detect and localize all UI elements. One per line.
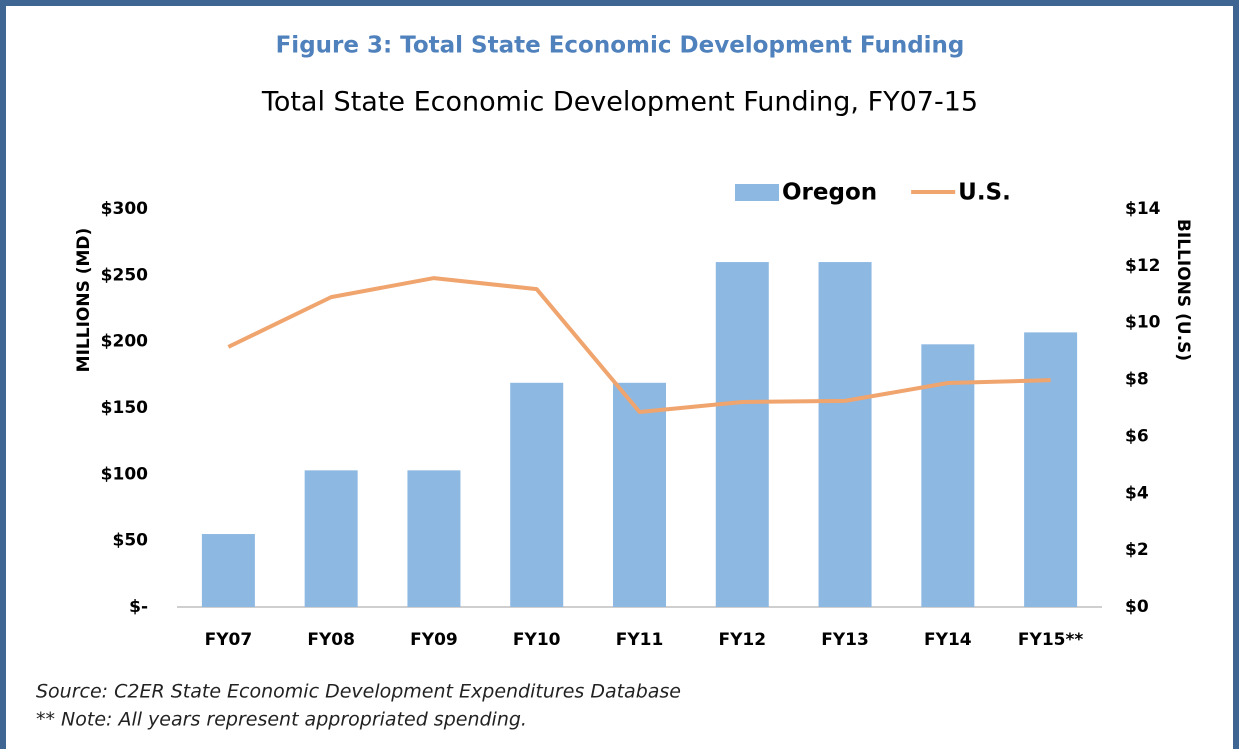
y2-tick-label: $6 bbox=[1125, 426, 1149, 446]
x-tick-label: FY14 bbox=[924, 630, 972, 650]
legend-swatch bbox=[735, 184, 779, 201]
line bbox=[227, 276, 1051, 414]
y2-tick-label: $8 bbox=[1125, 370, 1149, 390]
x-tick-label: FY08 bbox=[307, 630, 355, 650]
y-tick-label: $150 bbox=[101, 398, 148, 418]
chart-title: Total State Economic Development Funding… bbox=[261, 87, 978, 118]
legend-label: Oregon bbox=[782, 180, 877, 206]
y-tick-label: $- bbox=[129, 597, 148, 617]
x-tick-label: FY12 bbox=[718, 630, 766, 650]
x-tick-label: FY07 bbox=[205, 630, 253, 650]
y2-tick-label: $2 bbox=[1125, 540, 1149, 560]
source-note: Source: C2ER State Economic Development … bbox=[36, 681, 681, 703]
bar bbox=[1024, 332, 1078, 607]
bar bbox=[201, 534, 255, 607]
bar bbox=[510, 382, 564, 607]
y-tick-label: $300 bbox=[101, 199, 148, 219]
bar bbox=[818, 262, 872, 607]
bar bbox=[921, 344, 975, 607]
x-tick-label: FY13 bbox=[821, 630, 869, 650]
y2-tick-label: $10 bbox=[1125, 313, 1161, 333]
x-tick-label: FY11 bbox=[616, 630, 664, 650]
y2-axis-label: BILLIONS (U.S) bbox=[1173, 219, 1193, 361]
y-tick-label: $200 bbox=[101, 332, 148, 352]
x-tick-label: FY09 bbox=[410, 630, 458, 650]
bar bbox=[304, 470, 358, 607]
y2-tick-label: $14 bbox=[1125, 199, 1161, 219]
x-tick-label: FY15** bbox=[1018, 630, 1083, 650]
bar bbox=[613, 382, 666, 607]
figure-title: Figure 3: Total State Economic Developme… bbox=[276, 33, 965, 59]
bar bbox=[715, 262, 769, 607]
y-tick-label: $100 bbox=[101, 464, 148, 484]
x-tick-label: FY10 bbox=[513, 630, 561, 650]
y2-tick-label: $12 bbox=[1125, 256, 1161, 276]
y2-tick-label: $4 bbox=[1125, 483, 1149, 503]
footnote: ** Note: All years represent appropriate… bbox=[36, 709, 527, 731]
y-axis-label: MILLIONS (MD) bbox=[74, 228, 94, 373]
y2-tick-label: $0 bbox=[1125, 597, 1149, 617]
legend-label: U.S. bbox=[958, 180, 1011, 206]
y-tick-label: $250 bbox=[101, 265, 148, 285]
y-tick-label: $50 bbox=[113, 531, 149, 551]
bar bbox=[407, 470, 461, 607]
